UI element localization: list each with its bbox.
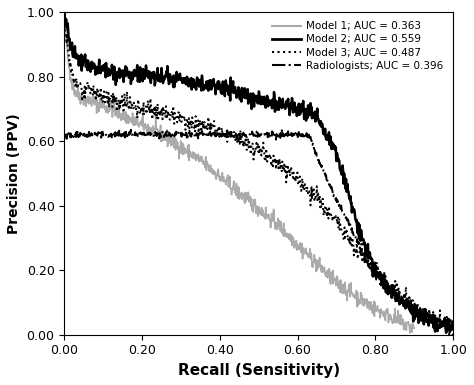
Y-axis label: Precision (PPV): Precision (PPV) xyxy=(7,113,21,234)
Legend: Model 1; AUC = 0.363, Model 2; AUC = 0.559, Model 3; AUC = 0.487, Radiologists; : Model 1; AUC = 0.363, Model 2; AUC = 0.5… xyxy=(268,17,448,75)
X-axis label: Recall (Sensitivity): Recall (Sensitivity) xyxy=(178,363,340,378)
